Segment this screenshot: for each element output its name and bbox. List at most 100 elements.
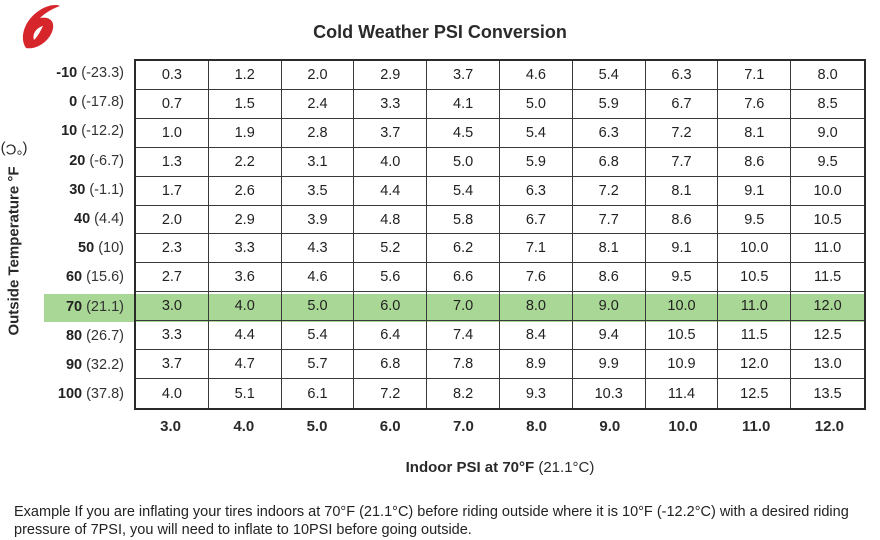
table-cell: 3.9 bbox=[281, 205, 355, 235]
table-cell: 5.2 bbox=[354, 234, 428, 264]
row-label-celsius: (21.1) bbox=[82, 298, 124, 315]
table-cell: 1.2 bbox=[208, 61, 282, 90]
y-axis-label-main: Outside Temperature °F bbox=[5, 165, 23, 336]
table-cell: 4.5 bbox=[427, 118, 500, 148]
table-cell: 10.0 bbox=[645, 292, 719, 322]
row-label: 40 (4.4) bbox=[26, 205, 124, 234]
table-cell: 3.0 bbox=[136, 292, 209, 322]
table-cell: 2.7 bbox=[136, 263, 209, 293]
table-cell: 4.1 bbox=[427, 89, 500, 119]
row-label: 70 (21.1) bbox=[26, 293, 124, 322]
table-cell: 2.3 bbox=[136, 234, 209, 264]
table-cell: 3.7 bbox=[136, 350, 209, 380]
row-label-celsius: (-1.1) bbox=[85, 181, 124, 198]
table-cell: 4.0 bbox=[136, 379, 209, 408]
row-label-celsius: (10) bbox=[94, 240, 124, 257]
row-label-fahrenheit: 30 bbox=[69, 181, 86, 198]
table-cell: 6.3 bbox=[572, 118, 646, 148]
table-cell: 7.4 bbox=[427, 321, 500, 351]
table-cell: 8.2 bbox=[427, 379, 500, 408]
table-cell: 8.0 bbox=[500, 292, 573, 322]
table-cell: 5.1 bbox=[209, 379, 282, 408]
table-cell: 7.1 bbox=[500, 234, 573, 264]
table-cell: 5.4 bbox=[572, 61, 646, 90]
table-cell: 7.0 bbox=[427, 292, 500, 322]
table-cell: 4.4 bbox=[208, 321, 282, 351]
table-cell: 5.9 bbox=[500, 147, 573, 177]
row-label-fahrenheit: 0 bbox=[69, 94, 78, 111]
table-cell: 9.0 bbox=[791, 119, 864, 148]
table-cell: 9.5 bbox=[718, 205, 792, 235]
row-label-fahrenheit: 10 bbox=[61, 123, 78, 140]
table-cell: 13.0 bbox=[791, 350, 864, 380]
table-cell: 13.5 bbox=[813, 385, 842, 402]
table-cell: 7.1 bbox=[718, 61, 792, 90]
column-labels: 3.0 4.0 5.0 6.0 7.0 8.0 9.0 10.0 11.0 12.0 bbox=[134, 418, 866, 435]
table-cell: 9.0 bbox=[572, 292, 646, 322]
column-label: 10.0 bbox=[668, 418, 698, 435]
table-cell: 11.0 bbox=[718, 292, 792, 322]
table-cell: 10.3 bbox=[573, 379, 646, 408]
table-cell: 5.7 bbox=[281, 350, 355, 380]
row-labels: -10 (-23.3) 0 (-17.8) 10 (-12.2) 20 (-6.7) 3… bbox=[26, 59, 124, 409]
table-cell: 6.7 bbox=[500, 205, 573, 235]
table-cell: 2.0 bbox=[136, 205, 209, 235]
row-label: -10 (-23.3) bbox=[26, 59, 124, 88]
column-label: 6.0 bbox=[379, 418, 401, 435]
table-cell: 7.2 bbox=[572, 176, 646, 206]
table-cell: 12.0 bbox=[718, 350, 792, 380]
table-cell: 3.1 bbox=[281, 147, 355, 177]
table-cell: 9.1 bbox=[645, 234, 719, 264]
row-label-fahrenheit: 50 bbox=[78, 240, 95, 257]
table-cell: 1.3 bbox=[136, 147, 209, 177]
row-label-celsius: (37.8) bbox=[82, 386, 124, 403]
table-cell: 8.1 bbox=[718, 118, 792, 148]
table-cell: 11.4 bbox=[646, 379, 719, 408]
table-cell: 8.6 bbox=[645, 205, 719, 235]
table-cell: 3.3 bbox=[208, 234, 282, 264]
table-cell: 9.1 bbox=[718, 176, 792, 206]
table-cell: 7.6 bbox=[718, 89, 792, 119]
highlight-row-band bbox=[44, 293, 866, 322]
table-cell: 3.3 bbox=[354, 89, 428, 119]
table-cell: 5.0 bbox=[500, 89, 573, 119]
table-cell: 9.3 bbox=[500, 379, 573, 408]
table-cell: 6.0 bbox=[354, 292, 428, 322]
table-cell: 7.7 bbox=[572, 205, 646, 235]
table-cell: 10.0 bbox=[791, 177, 864, 206]
table-cell: 2.8 bbox=[281, 118, 355, 148]
table-cell: 1.7 bbox=[136, 176, 209, 206]
row-label-celsius: (15.6) bbox=[82, 269, 124, 286]
column-label: 12.0 bbox=[814, 418, 844, 435]
table-cell: 11.5 bbox=[718, 321, 792, 351]
column-label: 4.0 bbox=[233, 418, 255, 435]
row-label: 0 (-17.8) bbox=[26, 88, 124, 117]
table-cell: 0.7 bbox=[136, 89, 209, 119]
table-cell: 5.4 bbox=[500, 118, 573, 148]
row-label-fahrenheit: 60 bbox=[65, 269, 83, 286]
page-title: Cold Weather PSI Conversion bbox=[313, 22, 567, 42]
table-cell: 5.8 bbox=[427, 205, 500, 235]
table-cell: 4.6 bbox=[500, 61, 573, 90]
table-cell: 8.1 bbox=[572, 234, 646, 264]
table-cell: 1.5 bbox=[208, 89, 282, 119]
table-cell: 12.0 bbox=[791, 292, 864, 322]
table-cell: 3.3 bbox=[136, 321, 209, 351]
table-cell: 8.4 bbox=[500, 321, 573, 351]
column-label: 11.0 bbox=[742, 418, 771, 435]
table-cell: 6.6 bbox=[427, 263, 500, 293]
column-label: 5.0 bbox=[306, 418, 328, 435]
table-cell: 3.5 bbox=[281, 176, 355, 206]
column-label: 3.0 bbox=[160, 418, 182, 435]
table-cell: 4.3 bbox=[281, 234, 355, 264]
table-cell: 5.0 bbox=[281, 292, 355, 322]
table-cell: 9.9 bbox=[572, 350, 646, 380]
row-label-celsius: (-6.7) bbox=[85, 152, 124, 169]
table-cell: 9.5 bbox=[645, 263, 719, 293]
table-cell: 6.3 bbox=[500, 176, 573, 206]
row-label: 60 (15.6) bbox=[26, 263, 124, 292]
table-cell: 9.4 bbox=[572, 321, 646, 351]
table-cell: 10.0 bbox=[718, 234, 792, 264]
y-axis-label: Outside Temperature °F (°C) bbox=[1, 60, 28, 410]
table-cell: 2.9 bbox=[354, 61, 428, 90]
